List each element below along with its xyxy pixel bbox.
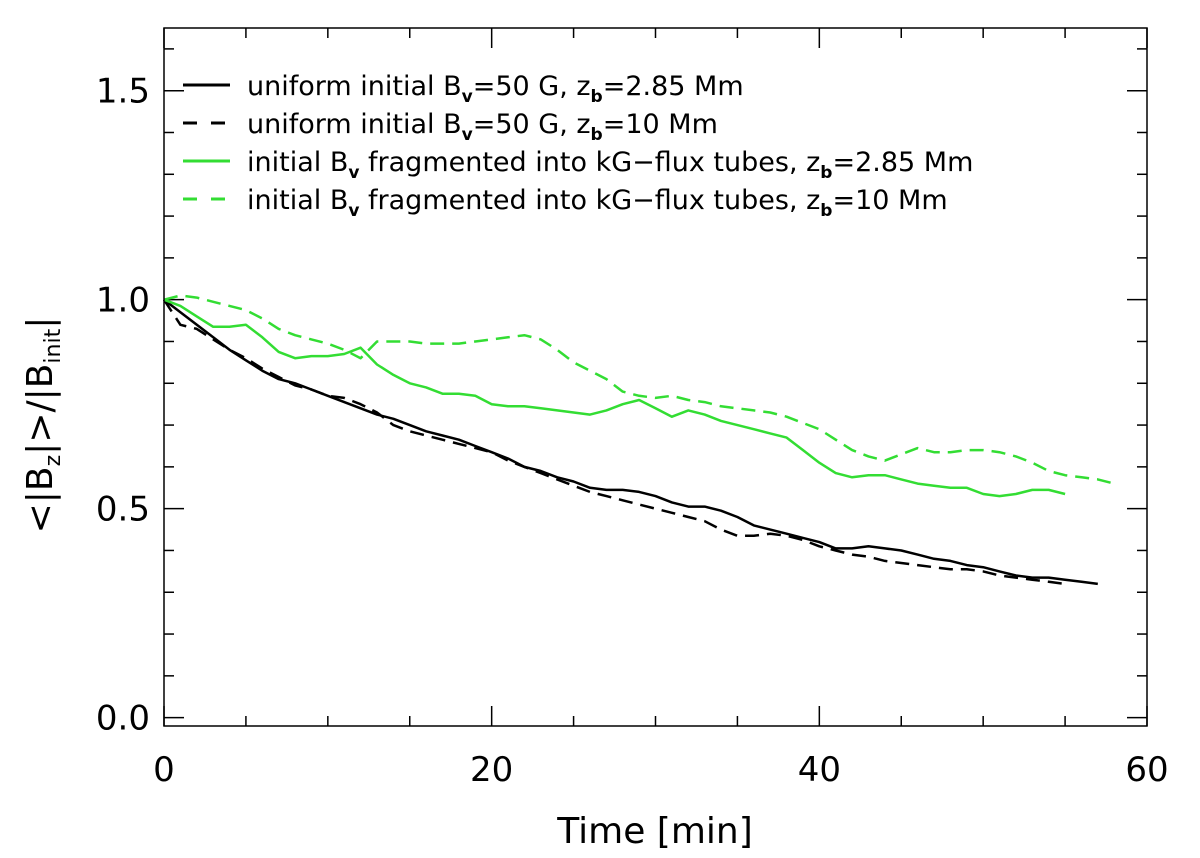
legend-text-part: uniform initial B [247,71,462,102]
legend-text-part: =50 G, z [473,71,591,102]
legend-subscript: b [820,201,832,221]
plot-frame [163,27,1148,727]
y-tick-labels: 0.0 0.5 1.0 1.5 [96,72,150,739]
axis-ticks [163,28,1148,726]
series-line-4 [163,294,1115,485]
legend: uniform initial Bv=50 G, zb=2.85 Mmunifo… [183,71,973,221]
legend-subscript: v [462,125,473,145]
legend-subscript: b [820,163,832,183]
legend-subscript: v [462,87,473,107]
x-tick-label: 0 [153,750,175,790]
legend-text-part: fragmented into kG−flux tubes, z [359,185,820,216]
legend-text-part: initial B [247,147,348,178]
legend-text-part: =10 Mm [603,109,718,140]
legend-text-part: =10 Mm [832,185,947,216]
legend-subscript: v [348,201,359,221]
y-axis-label-sub-z: z [41,455,66,467]
legend-subscript: b [591,125,603,145]
legend-label-1: uniform initial Bv=50 G, zb=2.85 Mm [247,71,744,107]
legend-subscript: v [348,163,359,183]
y-axis-label-suffix: | [20,317,61,329]
x-tick-labels: 0 20 40 60 [153,750,1168,790]
series-line-2 [162,299,1066,586]
y-tick-label: 0.0 [96,699,150,739]
legend-subscript: b [591,87,603,107]
x-axis-label: Time [min] [556,811,753,852]
legend-label-2: uniform initial Bv=50 G, zb=10 Mm [247,109,718,145]
legend-text-part: uniform initial B [247,109,462,140]
legend-text-part: =2.85 Mm [603,71,744,102]
legend-label-3: initial Bv fragmented into kG−flux tubes… [247,147,973,183]
y-tick-label: 1.0 [96,281,150,321]
legend-text-part: fragmented into kG−flux tubes, z [359,147,820,178]
y-axis-label-prefix: <|B [20,466,61,533]
y-axis-label-mid: |>/|B [20,364,61,455]
x-tick-label: 40 [798,750,841,790]
y-axis-label: <|Bz|>/|Binit| [20,317,66,534]
y-tick-label: 1.5 [96,72,150,112]
series-line-3 [163,298,1066,498]
x-tick-label: 60 [1125,750,1168,790]
legend-label-4: initial Bv fragmented into kG−flux tubes… [247,185,948,221]
series-layer [162,294,1115,586]
y-tick-label: 0.5 [96,490,150,530]
legend-text-part: =50 G, z [473,109,591,140]
legend-text-part: initial B [247,185,348,216]
y-axis-label-sub-init: init [41,328,66,363]
legend-text-part: =2.85 Mm [832,147,973,178]
x-tick-label: 20 [470,750,513,790]
